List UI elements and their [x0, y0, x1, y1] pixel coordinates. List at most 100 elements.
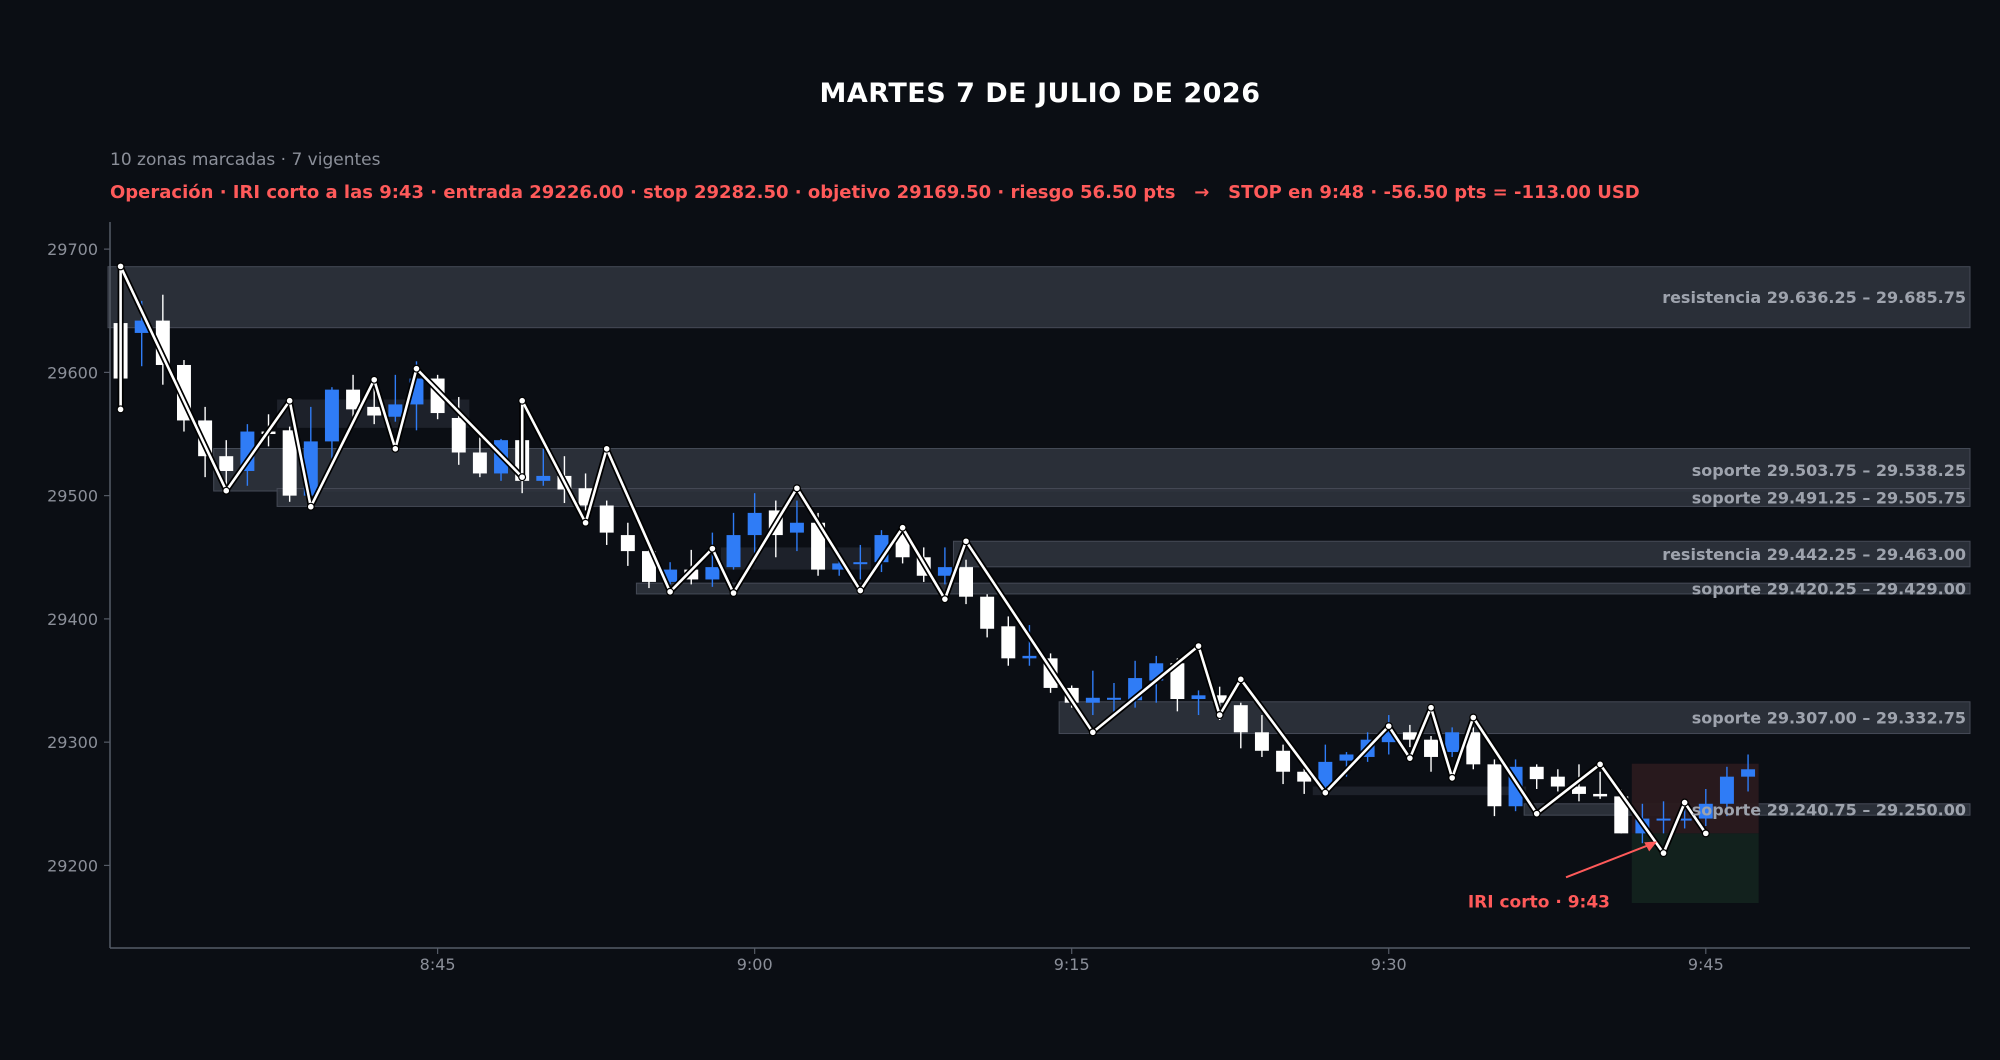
zigzag-point-9 — [518, 396, 527, 405]
zones-summary: 10 zonas marcadas · 7 vigentes — [110, 150, 381, 170]
zone-soporte-5 — [1058, 701, 1971, 735]
zigzag-point-29 — [1469, 713, 1478, 722]
candle-body-57 — [1318, 761, 1333, 787]
zone-label-3: resistencia 29.442.25 – 29.463.00 — [1662, 545, 1966, 564]
candle-body-52 — [1212, 695, 1227, 703]
y-tick-label-1: 29300 — [47, 733, 98, 752]
zone-resistencia-0 — [107, 266, 1971, 329]
candle-body-77 — [1741, 769, 1756, 777]
candle-body-54 — [1254, 732, 1269, 751]
zigzag-point-32 — [1659, 849, 1668, 858]
trade-annotation-label: IRI corto · 9:43 — [1468, 892, 1610, 912]
x-tick-label-2: 9:15 — [1054, 955, 1090, 974]
candle-body-58 — [1339, 754, 1354, 761]
candle-body-8 — [282, 430, 297, 496]
zigzag-point-5 — [370, 375, 379, 384]
zigzag-point-2 — [222, 486, 231, 495]
candle-body-46 — [1085, 697, 1100, 703]
candle-body-51 — [1191, 695, 1206, 700]
candle-body-74 — [1677, 818, 1692, 821]
zigzag-point-17 — [898, 523, 907, 532]
candle-body-12 — [367, 406, 382, 416]
y-tick-label-2: 29400 — [47, 610, 98, 629]
zone-label-2: soporte 29.491.25 – 29.505.75 — [1692, 488, 1966, 507]
candle-body-69 — [1572, 786, 1586, 794]
chart-title: MARTES 7 DE JULIO DE 2026 — [819, 78, 1261, 109]
zigzag-point-6 — [391, 444, 400, 453]
zigzag-point-19 — [962, 537, 971, 546]
candle-body-70 — [1593, 793, 1608, 797]
zigzag-point-8 — [518, 473, 527, 482]
zigzag-point-4 — [306, 502, 315, 511]
annotation-arrow-head — [1644, 841, 1658, 852]
candle-body-37 — [895, 535, 910, 558]
zigzag-point-7 — [412, 364, 421, 373]
x-tick-label-4: 9:45 — [1688, 955, 1724, 974]
candle-body-76 — [1719, 776, 1734, 804]
candle-body-20 — [536, 475, 551, 481]
candle-body-63 — [1445, 732, 1460, 753]
candle-body-32 — [789, 522, 804, 533]
zigzag-point-34 — [1701, 829, 1710, 838]
zigzag-point-3 — [285, 396, 294, 405]
zigzag-point-23 — [1236, 675, 1245, 684]
candle-body-23 — [599, 505, 614, 533]
candle-body-73 — [1656, 818, 1671, 821]
candle-body-41 — [980, 596, 995, 629]
candle-body-62 — [1424, 739, 1438, 757]
zone-resistencia-3 — [952, 540, 1971, 568]
zigzag-point-12 — [666, 587, 675, 596]
zone-label-6: soporte 29.240.75 – 29.250.00 — [1692, 800, 1966, 819]
candle-body-68 — [1550, 776, 1565, 787]
zone-soporte-2 — [276, 488, 1971, 507]
candle-body-10 — [324, 389, 339, 442]
zigzag-point-0 — [116, 405, 125, 414]
candle-body-40 — [959, 567, 973, 597]
candle-body-16 — [451, 417, 466, 453]
candle-body-11 — [346, 389, 361, 410]
zigzag-point-24 — [1321, 788, 1330, 797]
y-tick-label-0: 29200 — [47, 856, 98, 875]
candle-body-33 — [811, 522, 826, 570]
zigzag-point-14 — [729, 589, 738, 598]
y-tick-label-3: 29500 — [47, 487, 98, 506]
zigzag-point-31 — [1596, 760, 1605, 769]
zigzag-point-15 — [792, 484, 801, 493]
candle-body-43 — [1022, 655, 1037, 659]
x-tick-label-1: 9:00 — [737, 955, 773, 974]
zone-label-1: soporte 29.503.75 – 29.538.25 — [1692, 461, 1966, 480]
zigzag-point-21 — [1194, 642, 1203, 651]
candle-body-53 — [1233, 705, 1248, 733]
zigzag-point-28 — [1448, 773, 1457, 782]
zigzag-point-16 — [856, 586, 865, 595]
candle-body-67 — [1529, 766, 1544, 780]
zone-label-4: soporte 29.420.25 – 29.429.00 — [1692, 580, 1966, 599]
axes-layer: 29200 29300 29400 29500 29600 29700 8:45 9:00 9:… — [47, 222, 1970, 974]
zone-labels-layer: resistencia 29.636.25 – 29.685.75 soporte… — [1662, 288, 1966, 819]
zigzag-point-25 — [1384, 722, 1393, 731]
candle-body-34 — [832, 563, 847, 570]
candle-body-64 — [1466, 732, 1481, 765]
y-tick-label-4: 29600 — [47, 363, 98, 382]
zigzag-point-33 — [1680, 798, 1689, 807]
zigzag-point-18 — [940, 595, 949, 604]
candle-body-13 — [388, 404, 403, 417]
zone-label-0: resistencia 29.636.25 – 29.685.75 — [1662, 288, 1966, 307]
candle-body-39 — [937, 567, 952, 576]
zigzag-point-10 — [581, 518, 590, 527]
zigzag-point-22 — [1215, 711, 1224, 720]
x-tick-label-3: 9:30 — [1371, 955, 1407, 974]
candle-body-5 — [219, 456, 234, 471]
annotation-layer: IRI corto · 9:43 — [1468, 841, 1658, 912]
candle-body-47 — [1107, 697, 1121, 700]
zones-layer — [107, 266, 1971, 816]
y-tick-label-5: 29700 — [47, 240, 98, 259]
zone-soporte-9 — [1312, 786, 1527, 796]
candle-body-24 — [620, 535, 635, 552]
annotation-arrow-line — [1565, 842, 1654, 879]
candle-body-56 — [1297, 771, 1312, 782]
zigzag-point-20 — [1088, 728, 1097, 737]
zigzag-point-27 — [1427, 703, 1436, 712]
candle-body-65 — [1487, 764, 1502, 807]
